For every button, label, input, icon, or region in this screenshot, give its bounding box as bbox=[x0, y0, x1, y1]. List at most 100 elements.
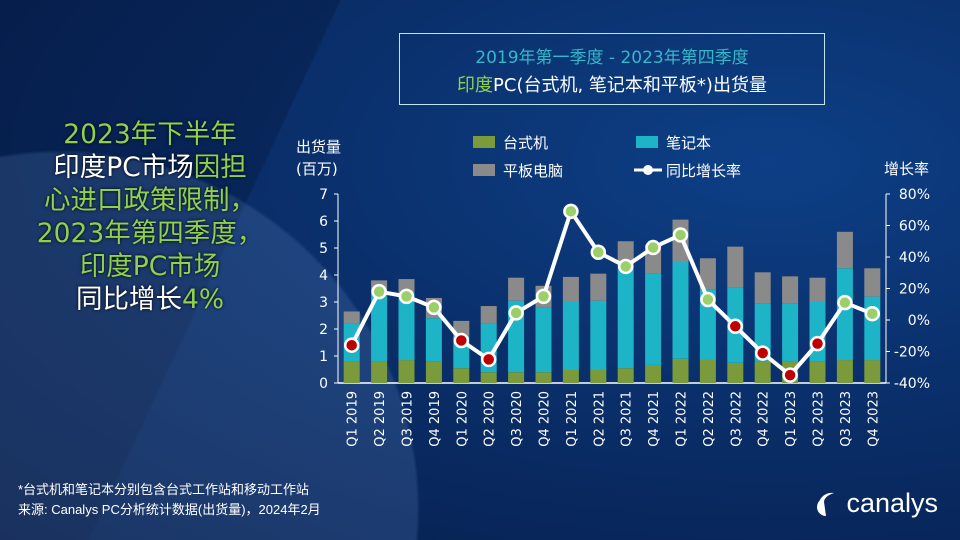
x-tick-label: Q1 2021 bbox=[565, 391, 580, 447]
x-tick-label: Q4 2023 bbox=[866, 391, 881, 447]
y-tick-label: 0 bbox=[319, 376, 328, 392]
y2-axis-title: 增长率 bbox=[884, 160, 929, 178]
x-tick-label: Q1 2023 bbox=[784, 391, 799, 447]
bar-notebook bbox=[617, 268, 634, 369]
bar-tablet bbox=[562, 276, 579, 302]
bar-desktop bbox=[809, 361, 826, 383]
bar-tablet bbox=[727, 246, 744, 288]
chart-title-box: 2019年第一季度 - 2023年第四季度 印度PC(台式机, 笔记本和平板*)… bbox=[399, 33, 825, 105]
y-tick-label: 6 bbox=[319, 214, 328, 230]
x-tick-label: Q2 2023 bbox=[812, 391, 827, 447]
y2-tick-label: 0% bbox=[908, 313, 930, 329]
legend-label: 笔记本 bbox=[666, 134, 711, 152]
bar-notebook bbox=[425, 318, 442, 362]
bar-tablet bbox=[836, 231, 853, 269]
headline-text: 同比增长 bbox=[75, 284, 182, 315]
bar-desktop bbox=[453, 368, 470, 383]
growth-marker bbox=[535, 288, 552, 305]
source-line: 来源: Canalys PC分析统计数据(出货量)，2024年2月 bbox=[18, 502, 321, 517]
x-tick-label: Q3 2022 bbox=[729, 391, 744, 447]
bar-desktop bbox=[699, 359, 716, 383]
bar-desktop bbox=[645, 364, 662, 383]
logo-text: canalys bbox=[846, 488, 938, 518]
x-tick-label: Q4 2021 bbox=[647, 391, 662, 447]
growth-marker bbox=[398, 288, 415, 305]
headline-text: 因担 bbox=[193, 152, 247, 183]
growth-marker bbox=[371, 283, 387, 300]
growth-marker bbox=[480, 351, 497, 368]
growth-marker bbox=[809, 335, 826, 352]
bar-tablet bbox=[480, 306, 497, 324]
x-tick-label: Q4 2019 bbox=[428, 391, 443, 447]
bar-desktop bbox=[398, 360, 415, 383]
footnote: *台式机和笔记本分别包含台式工作站和移动工作站 来源: Canalys PC分析… bbox=[18, 480, 538, 520]
footnote-line: *台式机和笔记本分别包含台式工作站和移动工作站 bbox=[18, 482, 310, 497]
bar-tablet bbox=[590, 273, 607, 301]
y-tick-label: 1 bbox=[319, 349, 328, 365]
chart-title-main: 印度PC(台式机, 笔记本和平板*)出货量 bbox=[400, 71, 824, 97]
bar-tablet bbox=[508, 277, 525, 301]
y2-tick-label: 40% bbox=[899, 250, 930, 266]
headline-line: 印度PC市场因担 bbox=[20, 151, 280, 184]
x-tick-label: Q1 2020 bbox=[455, 391, 470, 447]
x-tick-label: Q2 2019 bbox=[373, 391, 388, 447]
growth-marker bbox=[782, 367, 798, 383]
bar-tablet bbox=[699, 258, 716, 290]
y2-tick-label: -40% bbox=[894, 376, 930, 392]
bar-notebook bbox=[782, 303, 799, 362]
y-tick-label: 2 bbox=[319, 322, 328, 338]
bar-desktop bbox=[508, 372, 525, 383]
canalys-swoosh-icon bbox=[817, 492, 835, 516]
bar-desktop bbox=[836, 360, 853, 383]
y2-tick-label: -20% bbox=[894, 345, 930, 361]
bar-notebook bbox=[836, 268, 853, 361]
chart: 0 1 2 3 4 5 6 7 -40% -20% 0% 20% 40% 60% 80% 出货量 (百万) 增长率… bbox=[296, 134, 930, 447]
growth-marker bbox=[453, 332, 470, 349]
headline-text: 4% bbox=[181, 284, 225, 315]
growth-marker bbox=[617, 258, 634, 275]
bar-notebook bbox=[590, 300, 607, 370]
x-tick-label: Q2 2022 bbox=[702, 391, 717, 447]
x-tick-label: Q3 2020 bbox=[510, 391, 525, 447]
growth-marker bbox=[864, 305, 881, 322]
bar-notebook bbox=[535, 307, 552, 373]
growth-marker bbox=[426, 299, 442, 316]
bar-desktop bbox=[425, 361, 442, 383]
x-tick-label: Q1 2019 bbox=[346, 391, 361, 447]
bar-desktop bbox=[535, 372, 552, 383]
y-tick-label: 7 bbox=[319, 187, 328, 203]
bar-tablet bbox=[343, 311, 360, 324]
bar-notebook bbox=[562, 302, 579, 370]
legend-swatch bbox=[473, 136, 495, 148]
y-axis-unit: (百万) bbox=[296, 160, 338, 178]
growth-marker bbox=[837, 294, 853, 311]
bar-desktop bbox=[480, 372, 497, 383]
legend-swatch bbox=[473, 164, 495, 176]
bar-notebook bbox=[672, 261, 689, 359]
bar-tablet bbox=[754, 272, 771, 304]
legend-swatch bbox=[636, 136, 658, 148]
bar-desktop bbox=[617, 368, 634, 383]
legend-label: 平板电脑 bbox=[503, 162, 563, 180]
bar-notebook bbox=[371, 291, 388, 362]
bar-notebook bbox=[699, 289, 716, 360]
bar-tablet bbox=[809, 277, 826, 302]
growth-marker bbox=[754, 345, 771, 361]
y2-tick-label: 80% bbox=[899, 187, 930, 203]
bar-desktop bbox=[672, 358, 689, 383]
bar-notebook bbox=[645, 273, 662, 365]
growth-marker bbox=[645, 239, 661, 256]
bar-desktop bbox=[343, 361, 360, 383]
bar-desktop bbox=[562, 369, 579, 383]
bar-tablet bbox=[453, 320, 470, 336]
x-tick-label: Q4 2022 bbox=[757, 391, 772, 447]
growth-marker bbox=[563, 203, 579, 220]
canalys-logo: canalys bbox=[812, 488, 938, 519]
growth-marker bbox=[590, 244, 607, 261]
headline-text: 印度PC市场 bbox=[53, 152, 194, 183]
y2-tick-label: 60% bbox=[899, 219, 930, 235]
y2-tick-label: 20% bbox=[899, 282, 930, 298]
x-tick-label: Q3 2021 bbox=[620, 391, 635, 447]
headline-line: 2023年第四季度， bbox=[36, 218, 264, 249]
headline-line: 心进口政策限制， bbox=[44, 185, 256, 216]
